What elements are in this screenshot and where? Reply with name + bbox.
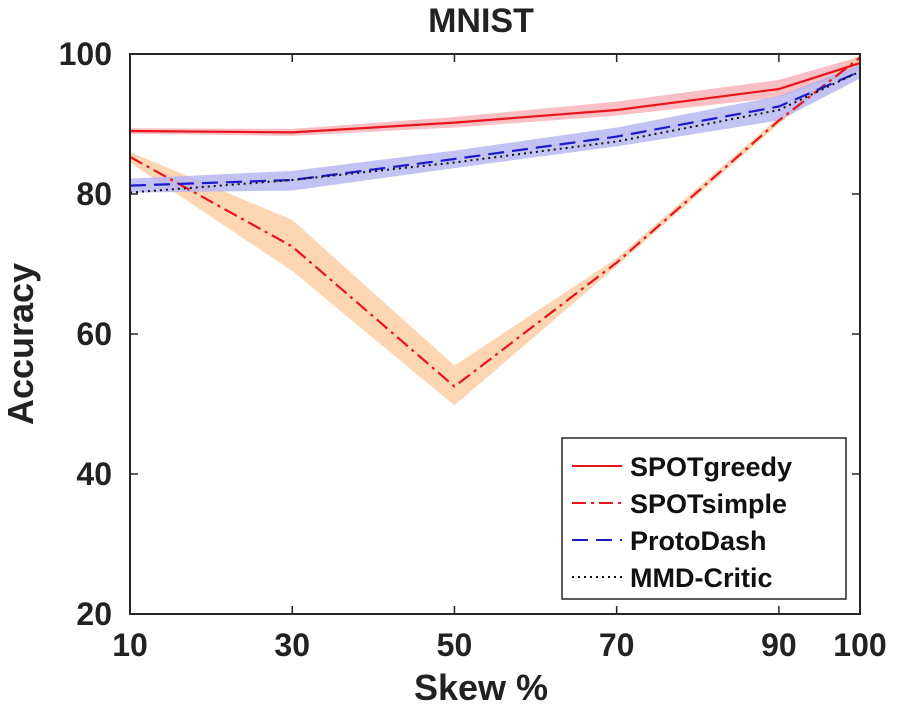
legend-box	[561, 437, 847, 600]
x-axis-label: Skew %	[414, 667, 548, 708]
y-tick-label: 20	[76, 596, 112, 632]
series-lines	[129, 56, 861, 388]
band-spotsimple	[130, 54, 860, 406]
legend-label-protodash: ProtoDash	[630, 526, 767, 556]
chart-title: MNIST	[428, 2, 534, 40]
y-tick-label: 60	[76, 316, 112, 352]
legend-label-spotgreedy: SPOTgreedy	[630, 452, 792, 482]
legend-label-mmd-critic: MMD-Critic	[630, 563, 773, 593]
legend: SPOTgreedy SPOTsimple ProtoDash MMD-Critic	[561, 437, 847, 600]
series-spotsimple	[129, 56, 861, 388]
y-axis: 20 40 60 80 100	[59, 36, 860, 632]
x-tick-label: 10	[112, 627, 148, 663]
x-tick-label: 90	[761, 627, 797, 663]
confidence-bands	[130, 54, 860, 406]
x-tick-label: 30	[274, 627, 310, 663]
x-tick-label: 100	[833, 627, 886, 663]
x-axis: 10 30 50 70 90 100	[112, 54, 887, 663]
legend-label-spotsimple: SPOTsimple	[630, 489, 787, 519]
y-tick-label: 100	[59, 36, 112, 72]
y-tick-label: 40	[76, 456, 112, 492]
y-tick-label: 80	[76, 176, 112, 212]
series-protodash	[129, 70, 861, 187]
band-protodash	[130, 64, 860, 193]
x-tick-label: 70	[599, 627, 635, 663]
x-tick-label: 50	[437, 627, 473, 663]
series-spotgreedy	[129, 62, 861, 134]
y-axis-label: Accuracy	[0, 263, 41, 425]
